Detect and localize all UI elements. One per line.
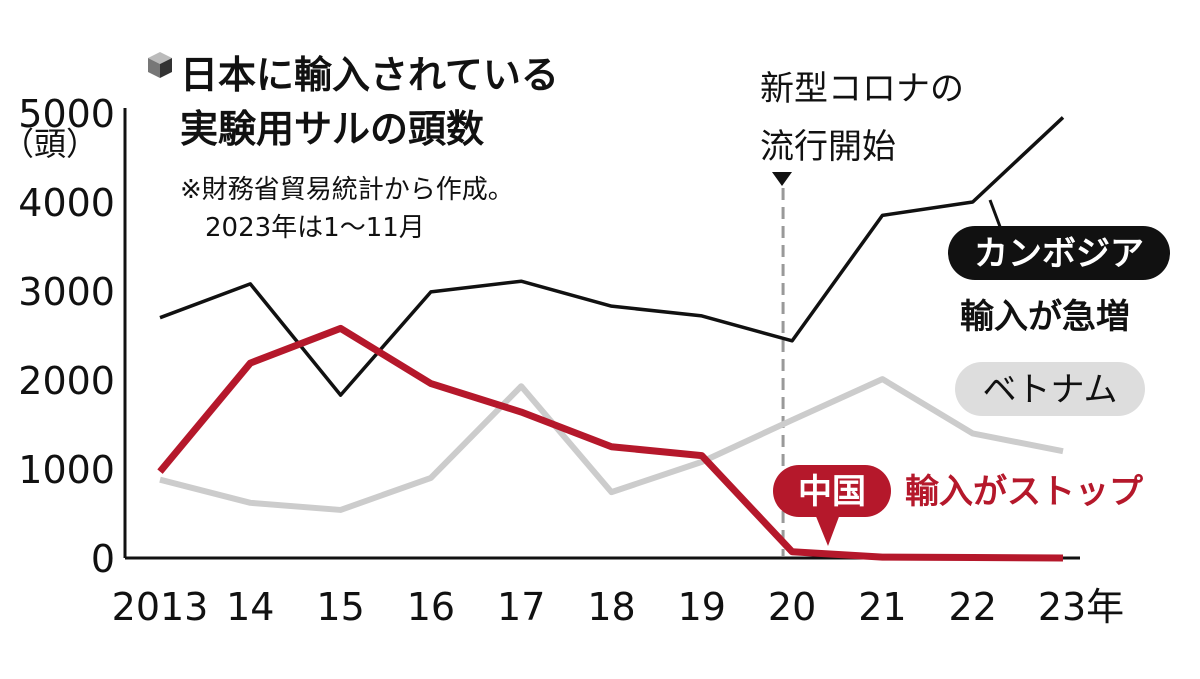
x-tick-label: 21 [858, 585, 906, 629]
x-tick-label: 15 [316, 585, 364, 629]
series-line-1 [160, 117, 1063, 395]
x-tick-label: 22 [949, 585, 997, 629]
cube-icon [148, 52, 172, 78]
x-tick-label: 18 [587, 585, 635, 629]
y-tick-label: 1000 [18, 448, 115, 492]
y-tick-label: 2000 [18, 359, 115, 403]
x-tick-label: 23年 [1038, 585, 1124, 629]
x-tick-label: 20 [768, 585, 816, 629]
x-tick-label: 2013 [112, 585, 209, 629]
note-line-2: 2023年は1～11月 [205, 213, 425, 243]
note-line-1: ※財務省貿易統計から作成。 [180, 175, 514, 205]
legend-china: 中国 輸入がストップ [773, 465, 1143, 546]
title: 日本に輸入されている 実験用サルの頭数 ※財務省貿易統計から作成。 2023年は… [148, 52, 559, 243]
legend-vietnam-label: ベトナム [983, 370, 1118, 410]
covid-label-1: 新型コロナの [760, 69, 964, 109]
legend-cambodia-label: カンボジア [974, 234, 1144, 274]
x-tick-label: 17 [497, 585, 545, 629]
legend-china-label: 中国 [798, 472, 866, 512]
china-note: 輸入がストップ [905, 472, 1143, 512]
legend-cambodia: カンボジア 輸入が急増 [948, 200, 1170, 337]
title-line-1: 日本に輸入されている [180, 53, 559, 97]
series-line-2 [160, 328, 1063, 558]
y-tick-label: 5000 [18, 92, 115, 136]
x-tick-label: 16 [407, 585, 455, 629]
cambodia-note: 輸入が急増 [960, 297, 1130, 337]
title-line-2: 実験用サルの頭数 [180, 107, 484, 151]
y-tick-label: 4000 [18, 181, 115, 225]
x-tick-label: 19 [678, 585, 726, 629]
legend-vietnam: ベトナム [955, 362, 1145, 416]
x-tick-label: 14 [226, 585, 274, 629]
triangle-marker-icon [772, 172, 792, 186]
covid-label-2: 流行開始 [760, 127, 896, 167]
y-tick-label: 3000 [18, 270, 115, 314]
y-tick-label: 0 [91, 537, 115, 581]
